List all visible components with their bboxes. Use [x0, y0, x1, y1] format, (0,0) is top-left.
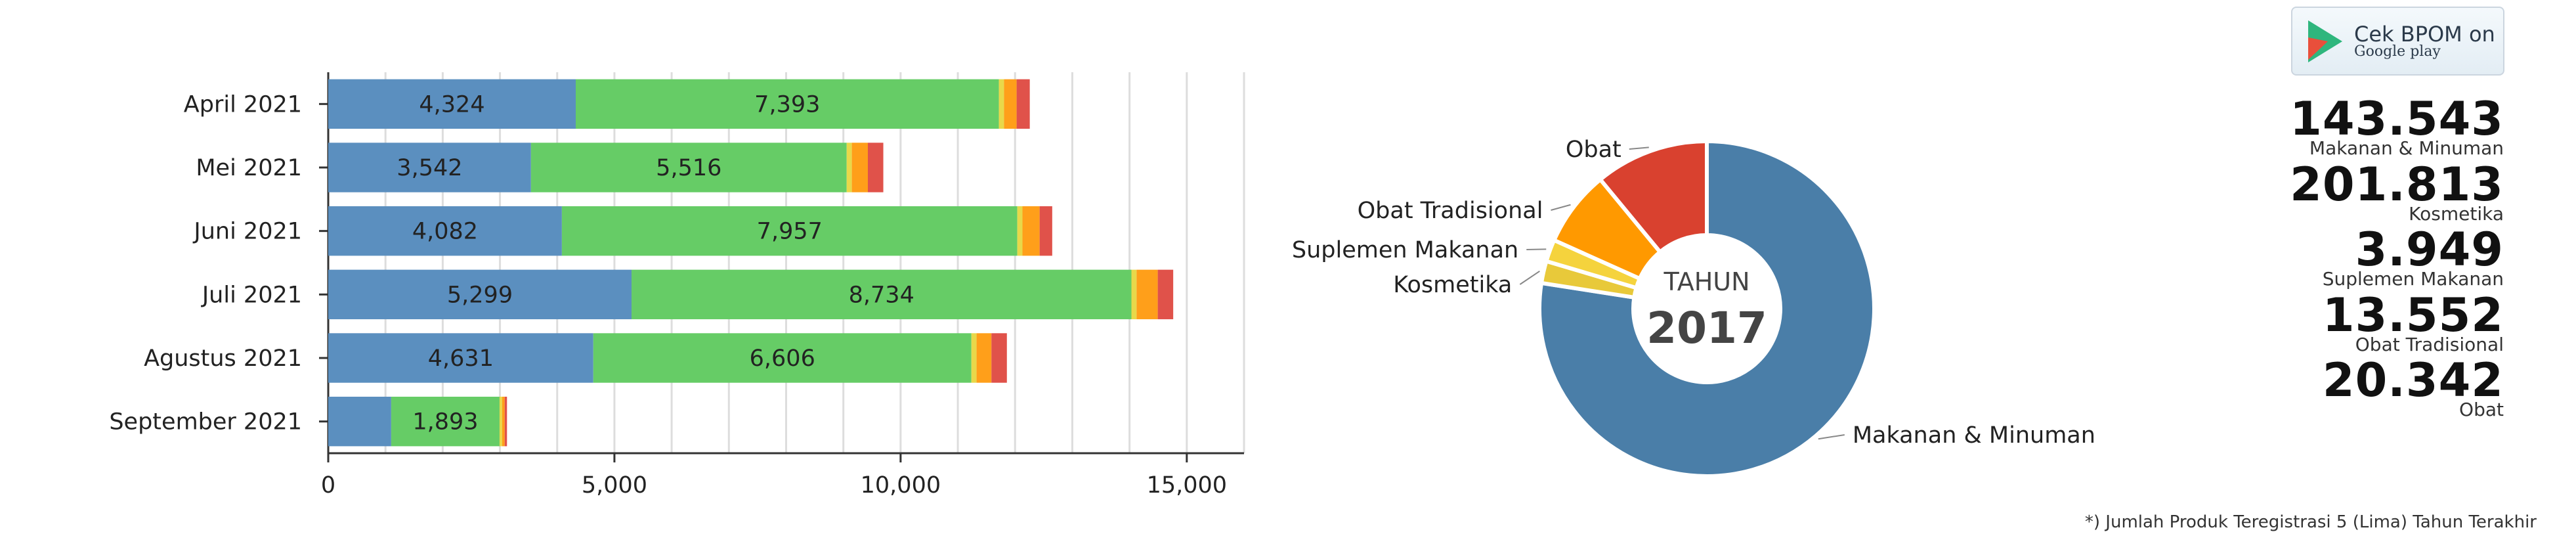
- category-label: Juli 2021: [201, 282, 302, 308]
- bar-segment[interactable]: [1017, 206, 1023, 256]
- slice-label: Makanan & Minuman: [1853, 422, 2095, 449]
- bar-segment[interactable]: [499, 396, 502, 447]
- slice-label: Obat: [1566, 137, 1621, 163]
- bar-data-label: 5,299: [447, 282, 513, 308]
- bar-data-label: 7,393: [754, 91, 820, 118]
- leader-line: [1526, 248, 1547, 250]
- bar-data-label: 3,542: [397, 155, 462, 181]
- stacked-bar-chart: 0 5,000 10,000 15,000 April 2021 4,324 7,393 Me…: [109, 72, 1245, 499]
- category-label: Agustus 2021: [144, 345, 302, 372]
- bar-segment[interactable]: [391, 396, 500, 447]
- stat-item: 20.342 Obat: [2290, 353, 2504, 421]
- x-tick-label: 10,000: [861, 472, 941, 499]
- badge-text: Cek BPOM on Google play: [2354, 24, 2495, 59]
- x-tick-label: 15,000: [1147, 472, 1227, 499]
- slice-label: Kosmetika: [1393, 272, 1512, 298]
- bar-data-label: 4,631: [428, 345, 494, 372]
- stat-item: 201.813 Kosmetika: [2290, 157, 2504, 225]
- bar-segment[interactable]: [1016, 79, 1030, 129]
- donut-center: [1636, 238, 1778, 380]
- bar-segment[interactable]: [976, 333, 992, 383]
- stat-value: 3.949: [2355, 223, 2504, 277]
- donut-slice[interactable]: [1537, 139, 1876, 478]
- bar-segment[interactable]: [846, 143, 852, 192]
- bar-segment[interactable]: [328, 396, 391, 447]
- bar-segment[interactable]: [851, 143, 869, 192]
- bar-segment[interactable]: [328, 143, 531, 192]
- bar-segment[interactable]: [1022, 206, 1040, 256]
- leader-line: [1818, 434, 1845, 440]
- bar-segment[interactable]: [561, 206, 1018, 256]
- stat-label: Obat Tradisional: [2355, 333, 2504, 355]
- google-play-badge[interactable]: Cek BPOM on Google play: [2291, 7, 2504, 76]
- bar-segment[interactable]: [1131, 269, 1137, 320]
- bar-segment[interactable]: [1039, 206, 1052, 256]
- category-label: Juni 2021: [192, 219, 302, 245]
- stat-item: 3.949 Suplemen Makanan: [2290, 223, 2504, 290]
- stat-value: 20.342: [2322, 353, 2504, 408]
- bar-data-label: 6,606: [750, 345, 815, 372]
- slice-label: Obat Tradisional: [1358, 198, 1543, 224]
- stat-value: 201.813: [2290, 157, 2504, 212]
- bar-data-label: 8,734: [849, 282, 914, 308]
- category-label: Mei 2021: [196, 155, 302, 181]
- bar-segment[interactable]: [328, 333, 593, 383]
- badge-line-2: Google play: [2354, 43, 2441, 60]
- bar-segment[interactable]: [632, 269, 1132, 320]
- stat-value: 143.543: [2290, 92, 2504, 146]
- stat-label: Obat: [2459, 399, 2504, 421]
- bar-segment[interactable]: [328, 206, 562, 256]
- bar-data-label: 4,082: [412, 219, 478, 245]
- bar-segment[interactable]: [502, 396, 505, 447]
- bar-segment[interactable]: [868, 143, 884, 192]
- bar-segment[interactable]: [328, 79, 576, 129]
- bar-segment[interactable]: [991, 333, 1007, 383]
- badge-line-1: Cek BPOM on: [2354, 21, 2495, 47]
- stat-item: 13.552 Obat Tradisional: [2290, 288, 2504, 355]
- google-play-icon: [2308, 20, 2342, 62]
- stats-panel: 143.543 Makanan & Minuman 201.813 Kosmet…: [2290, 92, 2504, 426]
- bar-segment[interactable]: [530, 143, 847, 192]
- category-label: April 2021: [184, 91, 302, 118]
- bar-segment[interactable]: [328, 269, 632, 320]
- center-label: TAHUN: [1663, 267, 1750, 296]
- bar-data-label: 4,324: [419, 91, 484, 118]
- stat-label: Kosmetika: [2409, 202, 2504, 225]
- category-label: September 2021: [109, 409, 302, 435]
- x-tick-label: 0: [321, 472, 335, 499]
- leader-line: [1519, 270, 1540, 285]
- bar-data-label: 7,957: [757, 219, 823, 245]
- bar-segment[interactable]: [593, 333, 972, 383]
- stat-label: Suplemen Makanan: [2322, 268, 2504, 290]
- slice-label: Suplemen Makanan: [1292, 237, 1518, 263]
- stat-value: 13.552: [2322, 288, 2504, 342]
- bar-segment[interactable]: [504, 396, 507, 447]
- bar-data-label: 5,516: [656, 155, 721, 181]
- center-year: 2017: [1646, 303, 1767, 353]
- stat-item: 143.543 Makanan & Minuman: [2290, 92, 2504, 159]
- bar-segment[interactable]: [971, 333, 977, 383]
- leader-line: [1551, 204, 1571, 211]
- bar-segment[interactable]: [1136, 269, 1158, 320]
- stat-label: Makanan & Minuman: [2309, 137, 2504, 159]
- bar-segment[interactable]: [998, 79, 1004, 129]
- bar-segment[interactable]: [575, 79, 999, 129]
- leader-line: [1629, 146, 1649, 150]
- footnote: *) Jumlah Produk Teregistrasi 5 (Lima) T…: [2084, 512, 2537, 532]
- bar-segment[interactable]: [1004, 79, 1017, 129]
- bar-segment[interactable]: [1157, 269, 1174, 320]
- x-tick-label: 5,000: [582, 472, 647, 499]
- bar-data-label: 1,893: [412, 409, 478, 435]
- donut-chart: Makanan & Minuman Kosmetika Suplemen Makan…: [1292, 137, 2095, 478]
- donut-slice[interactable]: [1597, 139, 1709, 255]
